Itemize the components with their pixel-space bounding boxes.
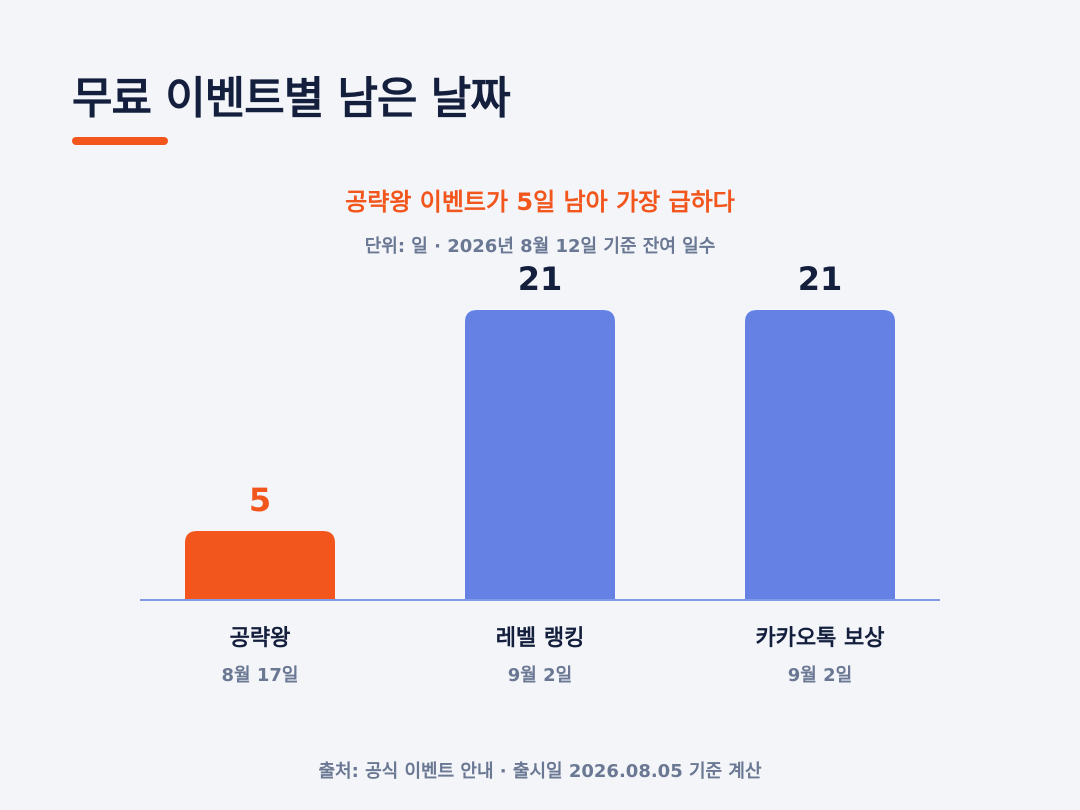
title-accent-bar [72,137,168,145]
source-note: 출처: 공식 이벤트 안내 · 출시일 2026.08.05 기준 계산 [318,761,762,782]
bar-2 [465,310,615,600]
page-title: 무료 이벤트별 남은 날짜 [72,73,511,124]
value-label-1: 5 [249,481,271,519]
bar-3 [745,310,895,600]
category-label-1: 공략왕 [230,626,291,651]
date-label-3: 9월 2일 [788,665,852,686]
value-label-3: 21 [798,260,843,298]
category-label-3: 카카오톡 보상 [755,626,884,651]
bar-1 [185,530,335,600]
date-label-2: 9월 2일 [508,665,572,686]
unit-note: 단위: 일 · 2026년 8월 12일 기준 잔여 일수 [364,236,716,257]
chart-subtitle: 공략왕 이벤트가 5일 남아 가장 급하다 [345,188,735,216]
category-label-2: 레벨 랭킹 [496,626,585,651]
value-label-2: 21 [518,260,563,298]
date-label-1: 8월 17일 [222,665,299,686]
